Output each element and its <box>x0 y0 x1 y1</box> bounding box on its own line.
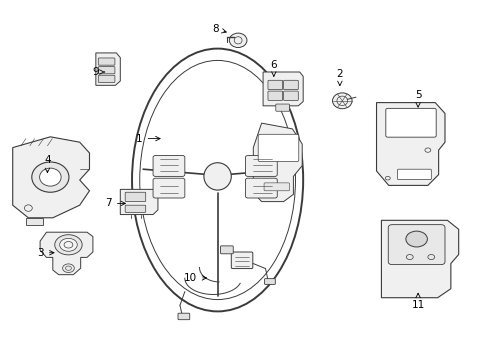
Text: 4: 4 <box>44 155 51 172</box>
FancyBboxPatch shape <box>125 205 145 212</box>
Text: 10: 10 <box>184 273 206 283</box>
Polygon shape <box>120 189 158 215</box>
FancyBboxPatch shape <box>275 104 289 111</box>
Ellipse shape <box>32 162 69 192</box>
FancyBboxPatch shape <box>245 156 277 176</box>
FancyBboxPatch shape <box>153 156 184 176</box>
Polygon shape <box>376 103 444 185</box>
Text: 8: 8 <box>211 24 226 34</box>
Text: 5: 5 <box>414 90 421 107</box>
Polygon shape <box>26 218 43 225</box>
Ellipse shape <box>55 235 82 255</box>
Polygon shape <box>381 220 458 298</box>
Text: 6: 6 <box>270 60 277 76</box>
FancyBboxPatch shape <box>98 67 115 74</box>
Text: 2: 2 <box>336 69 343 86</box>
FancyBboxPatch shape <box>220 246 233 254</box>
FancyBboxPatch shape <box>264 279 275 284</box>
Polygon shape <box>96 53 120 85</box>
FancyBboxPatch shape <box>153 178 184 198</box>
Text: 11: 11 <box>410 293 424 310</box>
FancyBboxPatch shape <box>267 80 282 90</box>
Ellipse shape <box>132 49 303 311</box>
FancyBboxPatch shape <box>258 134 298 162</box>
Ellipse shape <box>229 33 246 48</box>
Text: 7: 7 <box>105 198 125 208</box>
FancyBboxPatch shape <box>125 192 145 202</box>
FancyBboxPatch shape <box>385 108 435 137</box>
Ellipse shape <box>62 264 74 273</box>
FancyBboxPatch shape <box>178 313 189 320</box>
Ellipse shape <box>203 163 231 190</box>
Polygon shape <box>40 232 93 275</box>
FancyBboxPatch shape <box>231 252 252 269</box>
FancyBboxPatch shape <box>397 169 430 180</box>
FancyBboxPatch shape <box>283 91 298 100</box>
Text: 1: 1 <box>136 134 160 144</box>
FancyBboxPatch shape <box>283 80 298 90</box>
Polygon shape <box>13 137 89 218</box>
Text: 9: 9 <box>92 67 104 77</box>
Text: 3: 3 <box>37 248 54 258</box>
Ellipse shape <box>332 93 351 109</box>
FancyBboxPatch shape <box>98 75 115 82</box>
FancyBboxPatch shape <box>245 178 277 198</box>
FancyBboxPatch shape <box>267 91 282 100</box>
Ellipse shape <box>40 168 61 186</box>
FancyBboxPatch shape <box>98 58 115 65</box>
FancyBboxPatch shape <box>264 183 289 191</box>
Ellipse shape <box>405 231 427 247</box>
FancyBboxPatch shape <box>387 225 444 265</box>
Polygon shape <box>253 123 302 202</box>
Ellipse shape <box>60 238 77 251</box>
Polygon shape <box>263 72 303 106</box>
